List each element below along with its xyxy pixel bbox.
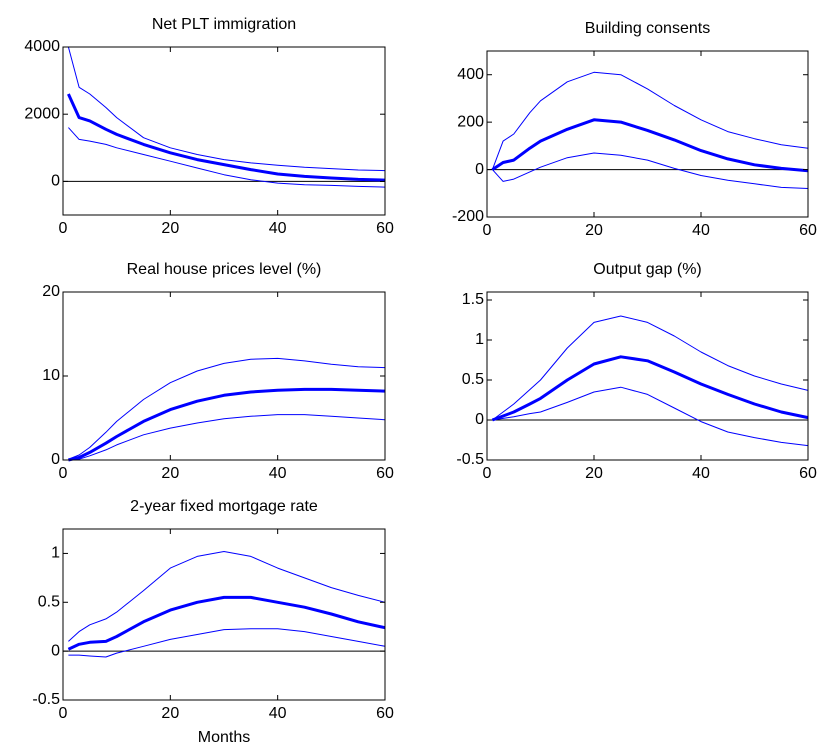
x-tick-label: 40: [269, 465, 287, 482]
x-tick-label: 40: [692, 222, 710, 239]
y-tick-label: -200: [452, 208, 484, 225]
series-line: [67, 595, 386, 651]
x-tick-label: 0: [483, 465, 492, 482]
y-tick-label: -0.5: [456, 451, 484, 468]
series-line: [68, 357, 386, 460]
x-tick-label: 20: [585, 465, 603, 482]
x-tick-label: 60: [376, 705, 394, 722]
y-tick-label: 1: [51, 545, 60, 562]
series-line: [67, 93, 386, 182]
x-tick-label: 20: [585, 222, 603, 239]
series-line: [491, 355, 809, 422]
series-line: [492, 386, 809, 447]
axes-box: [486, 50, 809, 218]
axes-box: [62, 291, 386, 461]
y-tick-label: 4000: [24, 38, 60, 55]
panel-title: Output gap (%): [593, 261, 702, 278]
panel-title: Net PLT immigration: [152, 16, 296, 33]
series-line: [68, 387, 386, 462]
x-tick-label: 20: [161, 705, 179, 722]
y-tick-label: 0: [475, 161, 484, 178]
series-line: [492, 152, 809, 189]
x-axis-label: Months: [198, 729, 250, 746]
series-line: [68, 414, 386, 461]
x-tick-label: 60: [376, 465, 394, 482]
series-line: [67, 46, 386, 172]
x-tick-label: 40: [692, 465, 710, 482]
series-line: [68, 628, 386, 658]
panel-title: 2-year fixed mortgage rate: [130, 498, 318, 515]
x-tick-label: 20: [161, 220, 179, 237]
y-tick-label: 2000: [24, 105, 60, 122]
x-tick-label: 0: [59, 220, 68, 237]
axes-box: [62, 528, 386, 701]
y-tick-label: 0: [51, 451, 60, 468]
series-line: [491, 71, 809, 170]
x-tick-label: 40: [269, 705, 287, 722]
y-tick-label: 0: [51, 642, 60, 659]
y-tick-label: 0.5: [38, 594, 60, 611]
y-tick-label: 0: [51, 173, 60, 190]
x-tick-label: 0: [59, 705, 68, 722]
x-tick-label: 60: [376, 220, 394, 237]
y-tick-label: -0.5: [32, 691, 60, 708]
panel-title: Real house prices level (%): [127, 261, 322, 278]
y-tick-label: 200: [457, 113, 484, 130]
y-tick-label: 10: [42, 367, 60, 384]
x-tick-label: 60: [799, 222, 817, 239]
y-tick-label: 400: [457, 66, 484, 83]
y-tick-label: 0: [475, 411, 484, 428]
x-tick-label: 0: [483, 222, 492, 239]
y-tick-label: 0.5: [462, 371, 484, 388]
x-tick-label: 60: [799, 465, 817, 482]
axes-box: [62, 46, 386, 216]
axes-box: [486, 291, 809, 461]
series-line: [68, 551, 386, 642]
y-tick-label: 1: [475, 331, 484, 348]
x-tick-label: 0: [59, 465, 68, 482]
panel-title: Building consents: [585, 20, 710, 37]
y-tick-label: 1.5: [462, 291, 484, 308]
y-tick-label: 20: [42, 283, 60, 300]
x-tick-label: 40: [269, 220, 287, 237]
x-tick-label: 20: [161, 465, 179, 482]
series-line: [491, 118, 809, 173]
series-line: [492, 315, 809, 421]
series-line: [68, 127, 386, 188]
